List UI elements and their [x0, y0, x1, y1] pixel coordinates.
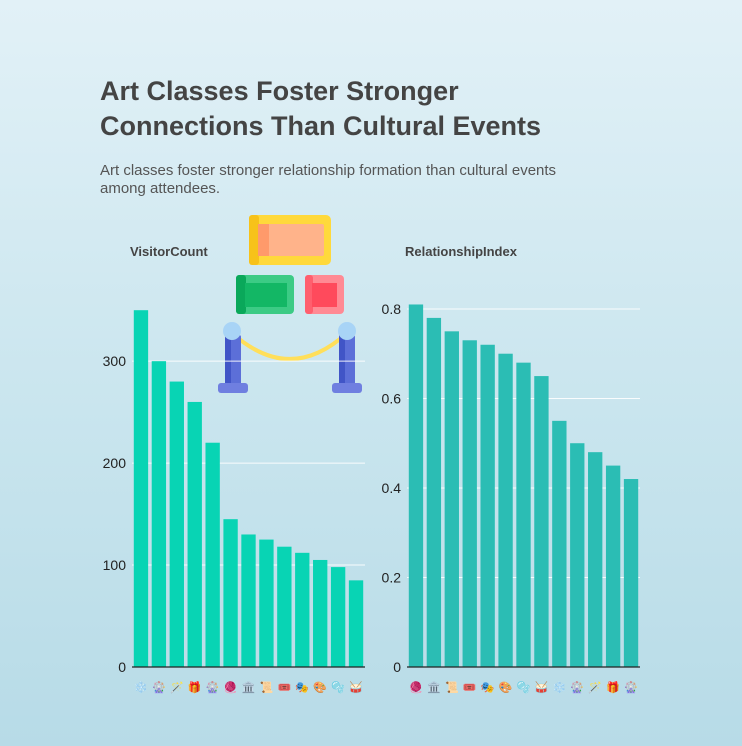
relationship-index-bar [552, 420, 567, 667]
visitor-count-x-tick-label: 🫧 [331, 681, 345, 694]
relationship-index-bar [408, 304, 424, 667]
visitor-count-x-tick-label: 🥁 [349, 681, 363, 694]
visitor-count-x-tick-label: 🎁 [188, 681, 202, 694]
relationship-index-x-tick-label: 🎡 [624, 681, 638, 694]
relationship-index-bar [444, 331, 459, 667]
visitor-count-y-tick-label: 0 [118, 659, 126, 675]
canvas-red-icon [305, 275, 344, 314]
relationship-index-x-tick-label: 🎭 [481, 681, 495, 694]
visitor-count-bar [295, 552, 310, 667]
relationship-index-x-tick-label: 🎡 [570, 681, 584, 694]
visitor-count-y-tick-label: 200 [103, 455, 127, 471]
visitor-count-x-tick-label: 🎭 [295, 681, 309, 694]
visitor-count-bar [205, 442, 220, 667]
visitor-count-bar [223, 519, 238, 667]
relationship-index-y-tick-label: 0.4 [382, 480, 402, 496]
relationship-index-bar [498, 353, 513, 667]
relationship-index-bar [534, 376, 549, 667]
visitor-count-bar [259, 539, 274, 667]
left-panel-title: VisitorCount [130, 244, 208, 259]
relationship-index-bar [426, 317, 442, 667]
relationship-index-bar [605, 465, 621, 667]
relationship-index-bar [480, 344, 495, 667]
relationship-index-bar [516, 362, 531, 667]
visitor-count-bar [187, 401, 202, 667]
visitor-count-y-tick-label: 300 [103, 353, 127, 369]
relationship-index-x-tick-label: 🫧 [517, 681, 531, 694]
visitor-count-x-tick-label: 🪄 [170, 681, 184, 694]
relationship-index-bar [588, 452, 603, 667]
visitor-count-x-tick-label: 🎟️ [277, 681, 291, 694]
relationship-index-x-tick-label: 🎁 [606, 681, 620, 694]
visitor-count-bar [330, 567, 346, 667]
visitor-count-x-tick-label: 🏛️ [242, 681, 256, 694]
relationship-index-y-tick-label: 0.6 [382, 390, 402, 406]
visitor-count-y-tick-label: 100 [103, 557, 127, 573]
rope-barrier-icon [218, 322, 362, 393]
relationship-index-x-tick-label: 🎨 [499, 680, 513, 694]
visitor-count-bar [133, 310, 149, 667]
relationship-index-bar [570, 443, 585, 667]
visitor-count-x-tick-label: 🎨 [313, 680, 327, 694]
visitor-count-bar [151, 361, 167, 667]
picture-frame-icon [249, 215, 331, 265]
page-subtitle: Art classes foster stronger relationship… [100, 162, 557, 197]
visitor-count-x-tick-label: 🧶 [224, 681, 238, 694]
visitor-count-bar [169, 381, 184, 667]
canvas-green-icon [236, 275, 294, 314]
relationship-index-bar [462, 340, 477, 667]
page-title: Art Classes Foster Stronger Connections … [100, 76, 542, 141]
relationship-index-x-tick-label: 📜 [445, 681, 459, 694]
relationship-index-x-tick-label: 🧶 [409, 681, 423, 694]
relationship-index-bar [623, 479, 639, 667]
relationship-index-x-tick-label: 🥁 [535, 681, 549, 694]
visitor-count-bar [277, 546, 292, 667]
relationship-index-x-tick-label: 🎟️ [463, 681, 477, 694]
relationship-index-x-tick-label: 🏛️ [427, 681, 441, 694]
visitor-count-x-tick-label: 🎡 [206, 681, 220, 694]
relationship-index-x-tick-label: ❄️ [552, 681, 566, 694]
visitor-count-bar [348, 580, 364, 667]
right-panel-title: RelationshipIndex [405, 244, 517, 259]
relationship-index-y-tick-label: 0 [393, 659, 401, 675]
relationship-index-y-tick-label: 0.2 [382, 569, 402, 585]
visitor-count-bar [313, 559, 328, 667]
visitor-count-x-tick-label: ❄️ [134, 681, 148, 694]
relationship-index-x-tick-label: 🪄 [588, 681, 602, 694]
relationship-index-y-tick-label: 0.8 [382, 301, 402, 317]
visitor-count-x-tick-label: 🎡 [152, 681, 166, 694]
visitor-count-bar [241, 534, 256, 667]
visitor-count-x-tick-label: 📜 [260, 681, 274, 694]
